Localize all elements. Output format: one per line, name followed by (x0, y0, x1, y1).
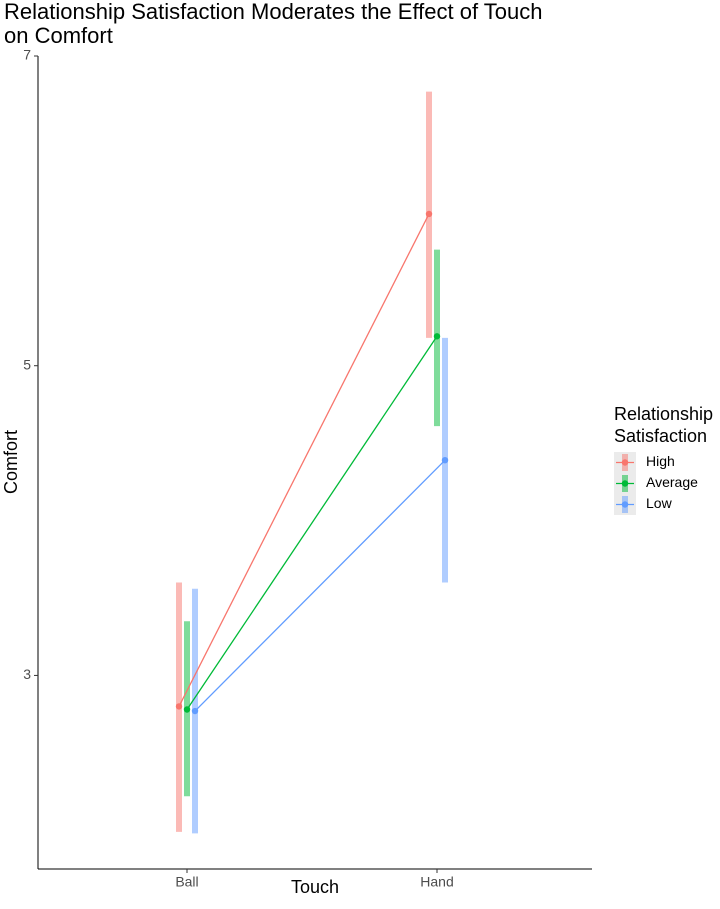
legend-label-low: Low (646, 495, 673, 511)
legend: Relationship Satisfaction High Average Low (614, 404, 713, 515)
series-points (175, 210, 449, 715)
legend-key-point-low (621, 501, 629, 508)
chart-title: Relationship Satisfaction Moderates the … (4, 0, 564, 48)
legend-items: High Average Low (614, 452, 698, 515)
series-lines (178, 213, 446, 712)
x-ticks: Ball Hand (175, 869, 454, 889)
x-axis-title: Touch (291, 877, 339, 897)
data-point-average (183, 706, 191, 713)
x-tick-label: Ball (175, 873, 198, 889)
x-tick-label: Hand (420, 873, 453, 889)
legend-key-point-average (621, 480, 629, 487)
data-point-high (425, 210, 433, 218)
series-line-low (194, 459, 446, 712)
y-ticks: 3 5 7 (23, 47, 38, 682)
axes (37, 56, 592, 870)
y-tick-label: 3 (23, 666, 31, 682)
series-line-high (178, 213, 430, 707)
legend-label-high: High (646, 453, 675, 469)
legend-title-line-2: Satisfaction (614, 426, 707, 446)
legend-label-average: Average (646, 474, 698, 490)
y-tick-label: 5 (23, 356, 31, 372)
data-point-low (441, 456, 449, 464)
data-point-average (433, 333, 441, 340)
data-point-low (191, 707, 199, 715)
chart-title-text: Relationship Satisfaction Moderates the … (4, 0, 543, 48)
legend-title-line-1: Relationship (614, 404, 713, 424)
legend-key-point-high (621, 459, 629, 466)
y-tick-label: 7 (23, 47, 31, 63)
error-bars (176, 91, 448, 834)
series-line-average (186, 335, 438, 710)
data-point-high (175, 703, 183, 710)
y-axis-title: Comfort (1, 430, 21, 494)
